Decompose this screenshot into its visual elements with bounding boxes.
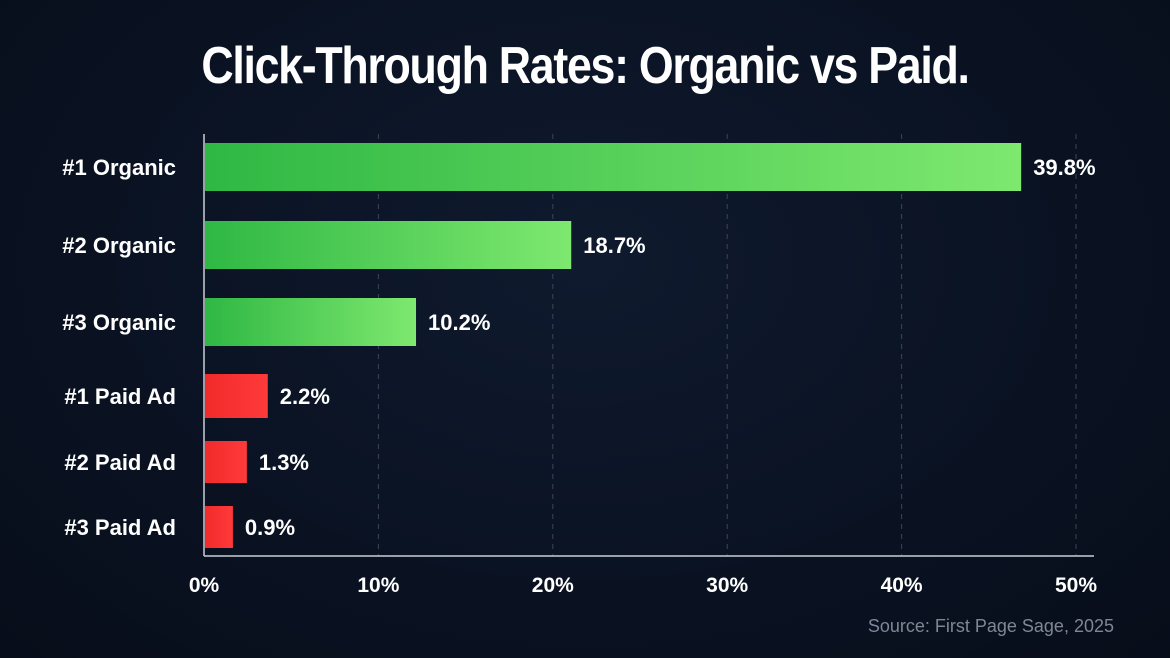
bar xyxy=(205,298,417,346)
bar xyxy=(205,374,268,418)
bar xyxy=(205,506,233,548)
x-tick-label: 10% xyxy=(357,574,399,597)
bar xyxy=(205,441,247,483)
bars xyxy=(205,143,1022,548)
value-label: 10.2% xyxy=(428,310,490,335)
x-tick-label: 40% xyxy=(881,574,923,597)
value-label: 39.8% xyxy=(1033,155,1095,180)
x-tick-label: 50% xyxy=(1055,574,1097,597)
x-tick-label: 30% xyxy=(706,574,748,597)
bar xyxy=(205,143,1022,191)
value-label: 0.9% xyxy=(245,515,295,540)
chart-title: Click-Through Rates: Organic vs Paid. xyxy=(201,37,970,95)
category-label: #1 Paid Ad xyxy=(64,384,176,409)
gridlines xyxy=(377,134,1077,556)
labels: 0% 10% 20% 30% 40% 50% #1 Organic 39.8% #2 Organ… xyxy=(62,155,1097,597)
category-label: #2 Paid Ad xyxy=(64,450,176,475)
x-tick-label: 0% xyxy=(189,574,220,597)
value-label: 2.2% xyxy=(280,384,330,409)
category-label: #2 Organic xyxy=(62,233,176,258)
x-tick-label: 20% xyxy=(532,574,574,597)
value-label: 18.7% xyxy=(583,233,645,258)
source-note: Source: First Page Sage, 2025 xyxy=(867,616,1114,636)
category-label: #1 Organic xyxy=(62,155,176,180)
axes xyxy=(203,134,1094,557)
category-label: #3 Paid Ad xyxy=(64,515,176,540)
value-label: 1.3% xyxy=(259,450,309,475)
bar xyxy=(205,221,572,269)
category-label: #3 Organic xyxy=(62,310,176,335)
